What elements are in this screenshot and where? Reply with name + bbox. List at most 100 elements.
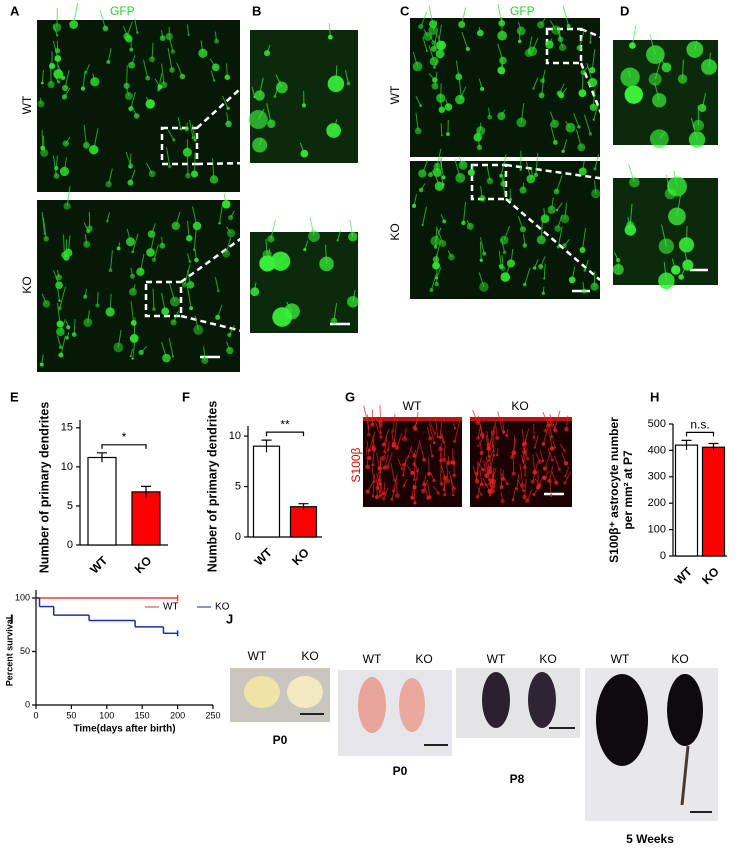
cell <box>498 264 504 269</box>
cell <box>668 207 686 226</box>
neurite <box>548 427 553 449</box>
cell <box>209 175 219 184</box>
cell <box>563 449 566 452</box>
panel-label: B <box>252 3 261 18</box>
cell <box>147 230 156 238</box>
cell <box>455 172 466 183</box>
cell <box>55 281 63 289</box>
cell <box>477 29 484 37</box>
neurite <box>462 201 467 223</box>
neurite <box>193 229 197 250</box>
x-tick-label: KO <box>699 564 722 587</box>
neurite <box>479 237 485 254</box>
cell <box>495 435 500 441</box>
cell <box>106 60 111 64</box>
cell <box>250 287 260 297</box>
neurite <box>41 130 44 149</box>
neurite <box>557 226 563 248</box>
neurite <box>494 421 498 439</box>
cell <box>490 430 496 435</box>
inset-box <box>160 126 199 166</box>
cell <box>506 259 516 268</box>
pup <box>482 672 510 728</box>
significance-bracket <box>265 431 305 437</box>
cell <box>591 189 601 199</box>
cell <box>136 31 139 34</box>
cell <box>465 46 470 52</box>
cell <box>511 471 516 476</box>
cell <box>589 103 597 111</box>
neurite <box>589 33 592 43</box>
cell <box>587 77 598 88</box>
cell <box>169 67 175 73</box>
neurite <box>498 250 502 267</box>
neurite <box>83 124 87 146</box>
neurite <box>490 461 495 482</box>
cell <box>439 481 444 486</box>
neurite <box>485 435 490 457</box>
error-bar <box>298 503 309 510</box>
neurite <box>542 423 550 445</box>
y-axis-label: Number of primary dendrites <box>205 401 219 573</box>
neurite <box>544 452 551 469</box>
cell <box>270 251 291 271</box>
cell <box>541 442 546 446</box>
cell <box>533 172 539 178</box>
cell <box>41 81 44 85</box>
cell <box>392 478 396 482</box>
zoom-line <box>196 79 251 166</box>
neurite <box>52 24 58 36</box>
cell <box>379 431 383 435</box>
cell <box>442 475 448 481</box>
neurite <box>524 428 530 444</box>
cell <box>382 491 387 496</box>
neurite <box>533 77 539 89</box>
cell <box>71 332 77 337</box>
cell <box>538 92 545 99</box>
neurite <box>479 241 482 261</box>
neurite <box>143 59 149 79</box>
cell <box>191 136 195 140</box>
cell <box>557 36 564 43</box>
cell <box>532 436 536 439</box>
neurite <box>368 431 376 451</box>
column-label: KO <box>415 652 432 666</box>
cell <box>165 32 173 41</box>
neurite <box>547 448 553 461</box>
cell <box>581 288 587 294</box>
x-tick-label: KO <box>132 553 155 576</box>
cell <box>226 346 234 355</box>
cell <box>400 467 405 471</box>
panel-label: E <box>10 389 19 404</box>
neurite <box>512 486 517 500</box>
cell <box>413 501 417 505</box>
neurite <box>328 22 331 38</box>
cell <box>430 236 441 246</box>
cell <box>113 342 124 353</box>
cell <box>138 349 144 356</box>
cell <box>648 72 662 86</box>
cell <box>193 138 197 142</box>
cell <box>283 303 300 320</box>
neurite <box>583 114 591 135</box>
cell <box>425 50 429 53</box>
neurite <box>440 123 443 136</box>
cell <box>547 478 552 484</box>
cell <box>365 464 371 470</box>
cell <box>549 494 553 497</box>
cell <box>161 307 170 316</box>
neurite <box>501 473 508 484</box>
cell <box>69 20 78 29</box>
cell <box>48 62 56 70</box>
cell <box>43 236 49 242</box>
neurite <box>372 474 376 497</box>
neurite <box>167 129 175 141</box>
neurite <box>372 446 376 466</box>
neurite <box>443 444 446 460</box>
cell <box>136 267 145 277</box>
cell <box>56 327 65 337</box>
cell <box>557 467 561 471</box>
cell <box>275 81 288 94</box>
cell <box>453 439 457 444</box>
cell <box>556 90 563 97</box>
